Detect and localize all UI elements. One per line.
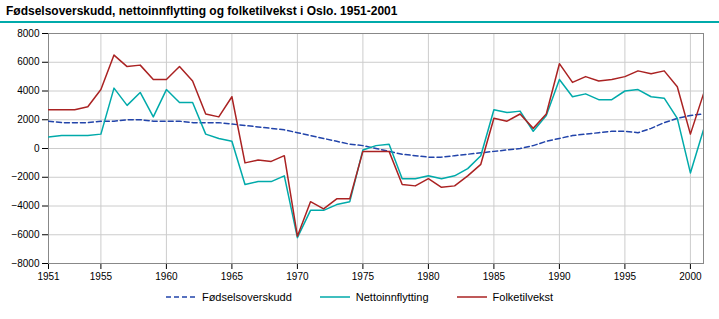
svg-text:1975: 1975 [352, 271, 375, 282]
svg-text:−8000: −8000 [11, 258, 40, 269]
svg-text:1985: 1985 [483, 271, 506, 282]
svg-text:1965: 1965 [221, 271, 244, 282]
svg-text:1995: 1995 [614, 271, 637, 282]
svg-text:1980: 1980 [417, 271, 440, 282]
svg-text:8000: 8000 [17, 28, 40, 39]
html-text:Folketilvekst: Folketilvekst [492, 291, 554, 303]
html-text:Nettoinnflytting: Nettoinnflytting [355, 291, 429, 303]
html-text:Fødselsoverskudd: Fødselsoverskudd [201, 291, 292, 303]
svg-text:0: 0 [34, 143, 40, 154]
svg-text:1955: 1955 [90, 271, 113, 282]
svg-text:1951: 1951 [37, 271, 60, 282]
svg-text:1970: 1970 [286, 271, 309, 282]
svg-text:−6000: −6000 [11, 229, 40, 240]
svg-text:−2000: −2000 [11, 171, 40, 182]
svg-text:1990: 1990 [548, 271, 571, 282]
svg-text:6000: 6000 [17, 56, 40, 67]
html-text:Fødselsoverskudd, nettoinnflyt: Fødselsoverskudd, nettoinnflytting og fo… [6, 4, 398, 18]
svg-text:2000: 2000 [679, 271, 702, 282]
svg-text:4000: 4000 [17, 85, 40, 96]
svg-text:2000: 2000 [17, 114, 40, 125]
svg-text:−4000: −4000 [11, 200, 40, 211]
svg-text:1960: 1960 [155, 271, 178, 282]
